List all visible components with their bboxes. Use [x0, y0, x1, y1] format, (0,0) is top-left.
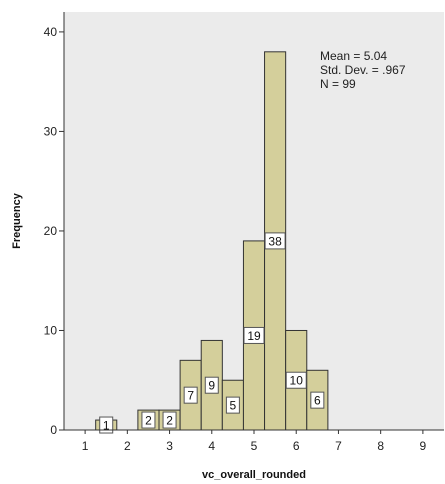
x-tick-label: 7	[335, 439, 342, 453]
bar-value-label-box	[243, 326, 265, 344]
bar-value-label-box	[204, 376, 219, 394]
bar-value-label-text: 2	[145, 414, 152, 428]
bar-value-label-box	[285, 371, 307, 389]
bar-value-label-text: 19	[247, 329, 261, 343]
x-tick-label: 5	[251, 439, 258, 453]
x-tick-label: 1	[82, 439, 89, 453]
bar-value-label-box	[264, 232, 286, 250]
bar-value-label-box	[99, 416, 114, 434]
bar-value-label-text: 2	[166, 414, 173, 428]
bar-value-label: 5	[225, 396, 240, 414]
y-tick-label: 40	[44, 25, 58, 39]
bar-value-label-box	[162, 411, 177, 429]
bar-value-label: 1	[99, 416, 114, 434]
y-tick-label: 0	[50, 423, 57, 437]
x-tick-label: 2	[124, 439, 131, 453]
stats-box: Mean = 5.04 Std. Dev. = .967 N = 99	[320, 49, 406, 91]
y-tick-label: 10	[44, 323, 58, 337]
x-ticks-layer: 1 2 3 4 5 6 7 8 9	[82, 430, 427, 453]
stats-std-dev: Std. Dev. = .967	[320, 63, 406, 77]
stats-mean: Mean = 5.04	[320, 49, 387, 63]
bar-value-label: 19	[243, 326, 265, 344]
bar-value-label-text: 7	[187, 389, 194, 403]
bar-value-label: 7	[183, 386, 198, 404]
bar-value-label: 2	[162, 411, 177, 429]
x-tick-label: 6	[293, 439, 300, 453]
bar-value-label: 9	[204, 376, 219, 394]
x-tick-label: 9	[420, 439, 427, 453]
y-tick-label: 20	[44, 224, 58, 238]
bar-value-label: 10	[285, 371, 307, 389]
y-tick-label: 30	[44, 124, 58, 138]
bar-value-label-box	[183, 386, 198, 404]
bar-value-label-text: 9	[208, 379, 215, 393]
bar-value-label-box	[141, 411, 156, 429]
bar-value-label-text: 5	[230, 399, 237, 413]
y-axis-title: Frequency	[11, 192, 23, 249]
bar-value-label-box	[225, 396, 240, 414]
bar-value-label-box	[310, 391, 325, 409]
bar-value-label-text: 1	[103, 419, 110, 433]
y-ticks-layer: 0 10 20 30 40	[44, 25, 64, 437]
stats-n: N = 99	[320, 77, 356, 91]
bar-value-label: 38	[264, 232, 286, 250]
x-tick-label: 4	[208, 439, 215, 453]
bar-value-label: 2	[141, 411, 156, 429]
bar-value-label-text: 38	[268, 234, 282, 248]
bar-value-label: 6	[310, 391, 325, 409]
x-axis-title: vc_overall_rounded	[202, 469, 306, 481]
x-tick-label: 3	[166, 439, 173, 453]
bar-value-label-text: 10	[290, 374, 304, 388]
bar-value-label-text: 6	[314, 394, 321, 408]
x-tick-label: 8	[377, 439, 384, 453]
